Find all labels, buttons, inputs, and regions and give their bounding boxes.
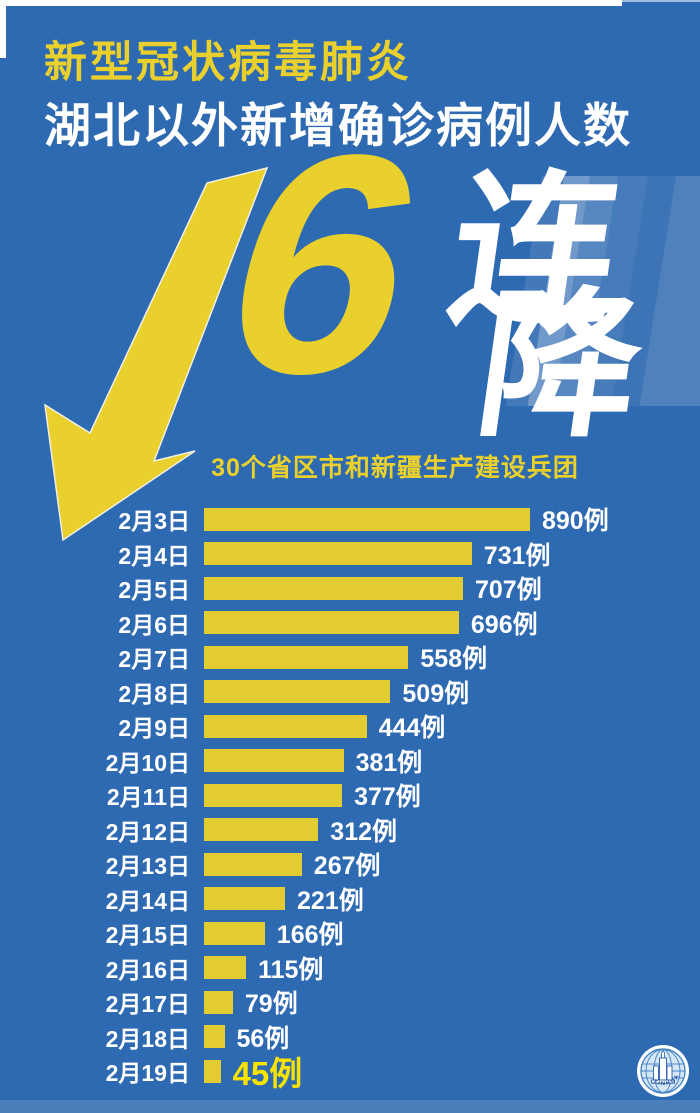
bar	[204, 1025, 225, 1049]
bar	[204, 852, 302, 876]
chart-row: 2月17日 79例	[0, 985, 700, 1020]
xinhua-logo: XINHUA	[637, 1045, 689, 1097]
value-label: 890例	[542, 507, 609, 536]
category-label: 2月4日	[118, 542, 190, 569]
chart-row: 2月12日 312例	[0, 813, 700, 848]
value-label: 377例	[354, 783, 421, 812]
chart-row: 2月4日 731例	[0, 537, 700, 572]
chart-row: 2月9日 444例	[0, 709, 700, 744]
bar	[204, 611, 459, 635]
bar	[204, 921, 265, 945]
chart-row: 2月15日 166例	[0, 916, 700, 951]
chart-row: 2月11日 377例	[0, 778, 700, 813]
bar	[204, 783, 343, 807]
category-label: 2月3日	[118, 508, 190, 535]
chart-row: 2月13日 267例	[0, 847, 700, 882]
bar	[204, 887, 285, 911]
bar-chart-rows: 2月3日 890例 2月4日 731例 2月5日 707例 2月6日 696例 2月7日 558例…	[0, 502, 700, 1092]
value-label: 558例	[420, 645, 488, 674]
bar	[204, 956, 247, 980]
chart-row: 2月14日 221例	[0, 882, 700, 917]
chart-row: 2月3日 890例	[0, 502, 700, 537]
bar	[204, 542, 472, 566]
value-label: 267例	[313, 852, 381, 881]
bar	[204, 749, 344, 773]
chart-row: 2月16日 115例	[0, 951, 700, 986]
category-label: 2月12日	[105, 818, 190, 845]
bar	[204, 1059, 221, 1083]
value-label: 115例	[258, 955, 324, 984]
category-label: 2月17日	[105, 991, 190, 1018]
value-label: 381例	[355, 748, 423, 777]
bottom-strip	[0, 1100, 700, 1113]
left-border	[0, 0, 6, 58]
value-label: 166例	[276, 921, 344, 950]
value-label: 444例	[378, 714, 446, 743]
value-label: 696例	[470, 610, 538, 639]
category-label: 2月18日	[105, 1025, 190, 1052]
bar	[204, 576, 463, 600]
poster-headline: 湖北以外新增确诊病例人数	[44, 99, 632, 152]
category-label: 2月5日	[118, 577, 190, 604]
value-label: 731例	[483, 541, 551, 570]
category-label: 2月10日	[105, 749, 190, 776]
category-label: 2月14日	[105, 887, 190, 914]
chart-title: 30个省区市和新疆生产建设兵团	[211, 454, 579, 482]
chart-row: 2月18日 56例	[0, 1020, 700, 1055]
value-label: 56例	[236, 1024, 290, 1053]
bar	[204, 507, 530, 531]
value-label: 707例	[475, 576, 542, 605]
value-label: 312例	[330, 817, 398, 846]
category-label: 2月9日	[118, 715, 190, 742]
category-label: 2月16日	[105, 956, 190, 983]
chart-row: 2月7日 558例	[0, 640, 700, 675]
category-label: 2月13日	[105, 853, 190, 880]
category-label: 2月11日	[106, 784, 190, 811]
down-arrow-icon	[44, 166, 269, 542]
category-label: 2月19日	[105, 1060, 190, 1087]
category-label: 2月6日	[118, 611, 190, 638]
poster-kicker: 新型冠状病毒肺炎	[44, 39, 412, 87]
bar	[204, 680, 391, 704]
value-label: 509例	[402, 679, 470, 708]
category-label: 2月15日	[105, 922, 190, 949]
bar	[204, 818, 319, 842]
chart-row: 2月10日 381例	[0, 744, 700, 779]
chart-row: 2月6日 696例	[0, 606, 700, 641]
value-label: 221例	[297, 886, 364, 915]
bar	[204, 990, 233, 1014]
top-border-right	[622, 0, 700, 2]
category-label: 2月8日	[118, 680, 190, 707]
category-label: 2月7日	[118, 646, 190, 673]
streak-word-char-2: 降	[467, 276, 653, 455]
chart-row: 2月8日 509例	[0, 675, 700, 710]
value-label: 45例	[232, 1055, 303, 1093]
value-label: 79例	[244, 990, 298, 1019]
top-border	[0, 0, 622, 6]
bar	[204, 714, 367, 738]
chart-row: 2月5日 707例	[0, 571, 700, 606]
chart-row: 2月19日 45例	[0, 1054, 700, 1092]
monument-icon	[651, 1049, 675, 1084]
bar	[204, 645, 409, 669]
